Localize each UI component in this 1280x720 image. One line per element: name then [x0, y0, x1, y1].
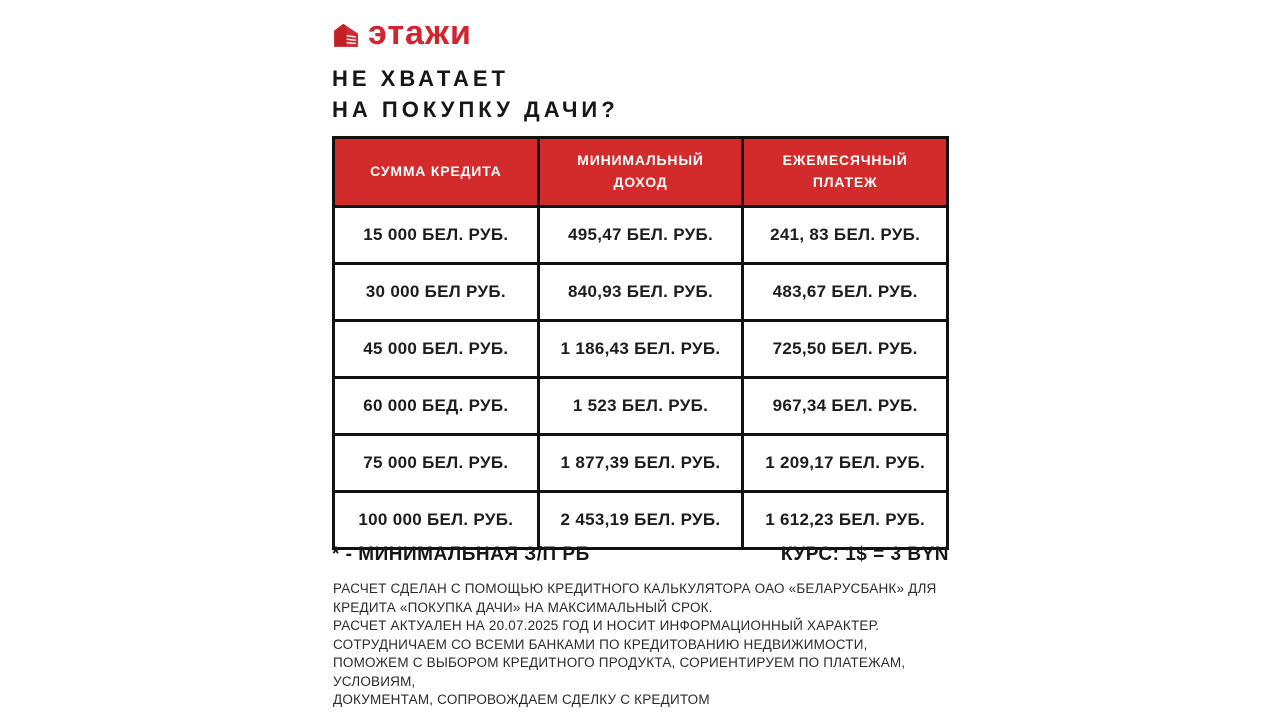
footnote-minimal-salary: * - МИНИМАЛЬНАЯ З/П РБ [332, 544, 590, 565]
page-title: НЕ ХВАТАЕТ НА ПОКУПКУ ДАЧИ? [332, 63, 619, 125]
table-header-row: СУММА КРЕДИТА МИНИМАЛЬНЫЙ ДОХОД ЕЖЕМЕСЯЧ… [332, 136, 949, 208]
credit-table: СУММА КРЕДИТА МИНИМАЛЬНЫЙ ДОХОД ЕЖЕМЕСЯЧ… [332, 136, 949, 550]
disclaimer-line: ДОКУМЕНТАМ, СОПРОВОЖДАЕМ СДЕЛКУ С КРЕДИТ… [333, 692, 710, 707]
table-cell: 30 000 БЕЛ РУБ. [332, 262, 540, 322]
column-header-credit-sum: СУММА КРЕДИТА [332, 136, 540, 208]
column-header-monthly-payment: ЕЖЕМЕСЯЧНЫЙ ПЛАТЕЖ [741, 136, 949, 208]
brand-logo: этажи [332, 16, 472, 54]
table-cell: 1 209,17 БЕЛ. РУБ. [741, 433, 949, 493]
table-row: 30 000 БЕЛ РУБ. 840,93 БЕЛ. РУБ. 483,67 БЕ… [332, 262, 949, 322]
table-cell: 1 612,23 БЕЛ. РУБ. [741, 490, 949, 550]
table-cell: 840,93 БЕЛ. РУБ. [536, 262, 745, 322]
table-row: 45 000 БЕЛ. РУБ. 1 186,43 БЕЛ. РУБ. 725,50… [332, 319, 949, 379]
disclaimer-line: КРЕДИТА «ПОКУПКА ДАЧИ» НА МАКСИМАЛЬНЫЙ С… [333, 599, 713, 615]
table-cell: 1 186,43 БЕЛ. РУБ. [536, 319, 745, 379]
table-row: 100 000 БЕЛ. РУБ. 2 453,19 БЕЛ. РУБ. 1 612… [332, 490, 949, 550]
disclaimer-text: РАСЧЕТ СДЕЛАН С ПОМОЩЬЮ КРЕДИТНОГО КАЛЬК… [333, 580, 958, 710]
title-line-2: НА ПОКУПКУ ДАЧИ? [332, 97, 619, 122]
house-icon [332, 21, 360, 49]
table-row: 15 000 БЕЛ. РУБ. 495,47 БЕЛ. РУБ. 241, 83 … [332, 205, 949, 265]
table-cell: 483,67 БЕЛ. РУБ. [741, 262, 949, 322]
column-header-min-income: МИНИМАЛЬНЫЙ ДОХОД [536, 136, 745, 208]
disclaimer-line: РАСЧЕТ АКТУАЛЕН НА 20.07.2025 ГОД И НОСИ… [333, 618, 880, 633]
footnote-row: * - МИНИМАЛЬНАЯ З/П РБ КУРС: 1$ = 3 BYN [332, 544, 949, 566]
disclaimer-line: ПОМОЖЕМ С ВЫБОРОМ КРЕДИТНОГО ПРОДУКТА, С… [333, 655, 906, 670]
table-cell: 45 000 БЕЛ. РУБ. [332, 319, 540, 379]
table-cell: 967,34 БЕЛ. РУБ. [741, 376, 949, 436]
table-row: 60 000 БЕД. РУБ. 1 523 БЕЛ. РУБ. 967,34 БЕ… [332, 376, 949, 436]
table-cell: 15 000 БЕЛ. РУБ. [332, 205, 540, 265]
table-cell: 495,47 БЕЛ. РУБ. [536, 205, 745, 265]
table-cell: 75 000 БЕЛ. РУБ. [332, 433, 540, 493]
disclaimer-line: УСЛОВИЯМ, [333, 673, 416, 689]
table-row: 75 000 БЕЛ. РУБ. 1 877,39 БЕЛ. РУБ. 1 209,… [332, 433, 949, 493]
table-body: 15 000 БЕЛ. РУБ. 495,47 БЕЛ. РУБ. 241, 83 … [332, 205, 949, 550]
table-cell: 241, 83 БЕЛ. РУБ. [741, 205, 949, 265]
disclaimer-line: РАСЧЕТ СДЕЛАН С ПОМОЩЬЮ КРЕДИТНОГО КАЛЬК… [333, 581, 937, 596]
exchange-rate-note: КУРС: 1$ = 3 BYN [780, 544, 949, 565]
table-cell: 2 453,19 БЕЛ. РУБ. [536, 490, 745, 550]
table-cell: 100 000 БЕЛ. РУБ. [332, 490, 540, 550]
table-cell: 1 877,39 БЕЛ. РУБ. [536, 433, 745, 493]
table-cell: 725,50 БЕЛ. РУБ. [741, 319, 949, 379]
table-cell: 60 000 БЕД. РУБ. [332, 376, 540, 436]
disclaimer-line: СОТРУДНИЧАЕМ СО ВСЕМИ БАНКАМИ ПО КРЕДИТО… [333, 636, 868, 652]
brand-logo-text: этажи [368, 14, 472, 52]
table-cell: 1 523 БЕЛ. РУБ. [536, 376, 745, 436]
title-line-1: НЕ ХВАТАЕТ [332, 66, 509, 91]
